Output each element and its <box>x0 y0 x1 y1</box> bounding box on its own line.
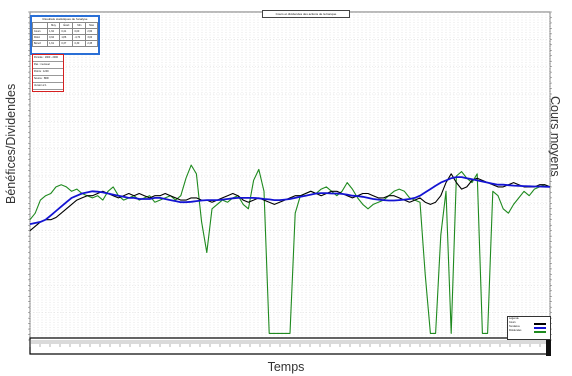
legend-swatch-black <box>534 323 546 325</box>
series-line-green <box>29 164 551 334</box>
legend-item-label: Cours <box>509 321 516 324</box>
series-line-blue <box>29 176 551 225</box>
info-line: Période : 1900 - 2000 <box>33 55 63 62</box>
legend: Légende Cours Tendance Dividendes <box>507 316 551 340</box>
legend-item-label: Tendance <box>509 325 520 328</box>
stats-table-box: Résultats statistiques de l'analyse Moy.… <box>30 15 100 55</box>
stats-cell: 0,30 <box>72 40 87 47</box>
stats-cell: 0,37 <box>59 40 74 47</box>
info-line: Source : BDF <box>33 76 63 83</box>
info-line: Points : 1200 <box>33 69 63 76</box>
info-box: Période : 1900 - 2000 Pas : mensuel Poin… <box>32 54 64 92</box>
chart-title-box: Cours et dividendes des actions de la ba… <box>262 10 350 18</box>
stats-cell: 1,61 <box>47 40 61 47</box>
x-axis-label: Temps <box>267 360 305 374</box>
y-axis-label: Bénéfices/Dividendes <box>4 83 18 204</box>
legend-item-label: Dividendes <box>509 329 522 332</box>
x-axis-end-marker <box>546 336 551 356</box>
stats-table-title: Résultats statistiques de l'analyse <box>42 17 88 21</box>
secondary-y-axis-label: Cours moyens <box>548 96 562 177</box>
stats-table: Moy. Écart Min Max Cours 1,62 0,41 0,00 … <box>32 22 98 47</box>
stats-cell: Bénéf. <box>32 40 49 47</box>
legend-title: Légende <box>509 317 519 320</box>
info-line: Version 2.1 <box>33 83 63 90</box>
info-line: Pas : mensuel <box>33 62 63 69</box>
stats-cell: 2,45 <box>85 40 98 47</box>
series-line-black <box>29 173 551 232</box>
legend-swatch-blue <box>534 327 546 329</box>
legend-swatch-green <box>534 331 546 333</box>
